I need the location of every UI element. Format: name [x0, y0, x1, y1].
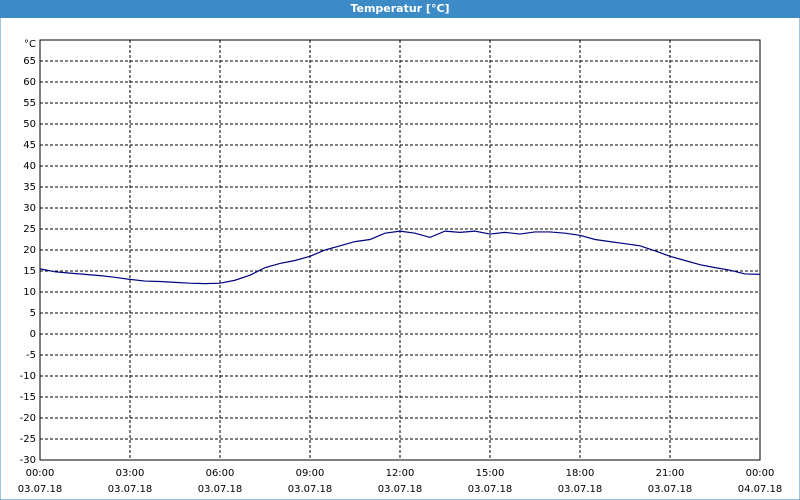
x-tick-label: 18:00 — [566, 468, 595, 479]
x-tick-date: 03.07.18 — [648, 484, 693, 495]
y-tick-label: 65 — [23, 56, 36, 67]
x-tick-date: 03.07.18 — [18, 484, 63, 495]
x-tick-date: 03.07.18 — [108, 484, 153, 495]
temperature-line — [39, 230, 761, 285]
x-tick-label: 00:00 — [26, 468, 55, 479]
x-tick-date: 03.07.18 — [288, 484, 333, 495]
y-tick-label: 25 — [23, 224, 36, 235]
x-tick-label: 12:00 — [386, 468, 415, 479]
y-tick-label: -25 — [20, 434, 36, 445]
y-tick-label: 15 — [23, 266, 36, 277]
y-axis-unit: °C — [24, 39, 36, 50]
x-tick-date: 03.07.18 — [198, 484, 243, 495]
y-tick-label: 10 — [23, 287, 36, 298]
y-tick-label: -15 — [20, 392, 36, 403]
plot-border — [39, 39, 761, 461]
y-tick-label: -30 — [20, 455, 36, 466]
y-tick-label: 35 — [23, 182, 36, 193]
y-tick-label: 50 — [23, 119, 36, 130]
y-tick-label: 40 — [23, 161, 36, 172]
x-tick-date: 03.07.18 — [468, 484, 513, 495]
y-tick-label: 0 — [30, 329, 36, 340]
chart-title: Temperatur [°C] — [350, 2, 449, 15]
x-tick-label: 09:00 — [296, 468, 325, 479]
y-tick-label: 20 — [23, 245, 36, 256]
y-tick-label: 5 — [30, 308, 36, 319]
y-tick-label: -10 — [20, 371, 36, 382]
x-tick-label: 21:00 — [656, 468, 685, 479]
title-bar — [0, 0, 800, 18]
y-tick-label: 60 — [23, 77, 36, 88]
x-tick-date: 04.07.18 — [738, 484, 783, 495]
x-tick-date: 03.07.18 — [378, 484, 423, 495]
y-tick-label: -5 — [26, 350, 36, 361]
x-tick-label: 00:00 — [746, 468, 775, 479]
x-tick-label: 15:00 — [476, 468, 505, 479]
x-tick-date: 03.07.18 — [558, 484, 603, 495]
y-tick-label: 55 — [23, 98, 36, 109]
x-tick-label: 06:00 — [206, 468, 235, 479]
y-tick-label: 45 — [23, 140, 36, 151]
y-tick-label: -20 — [20, 413, 36, 424]
y-tick-label: 30 — [23, 203, 36, 214]
x-tick-label: 03:00 — [116, 468, 145, 479]
